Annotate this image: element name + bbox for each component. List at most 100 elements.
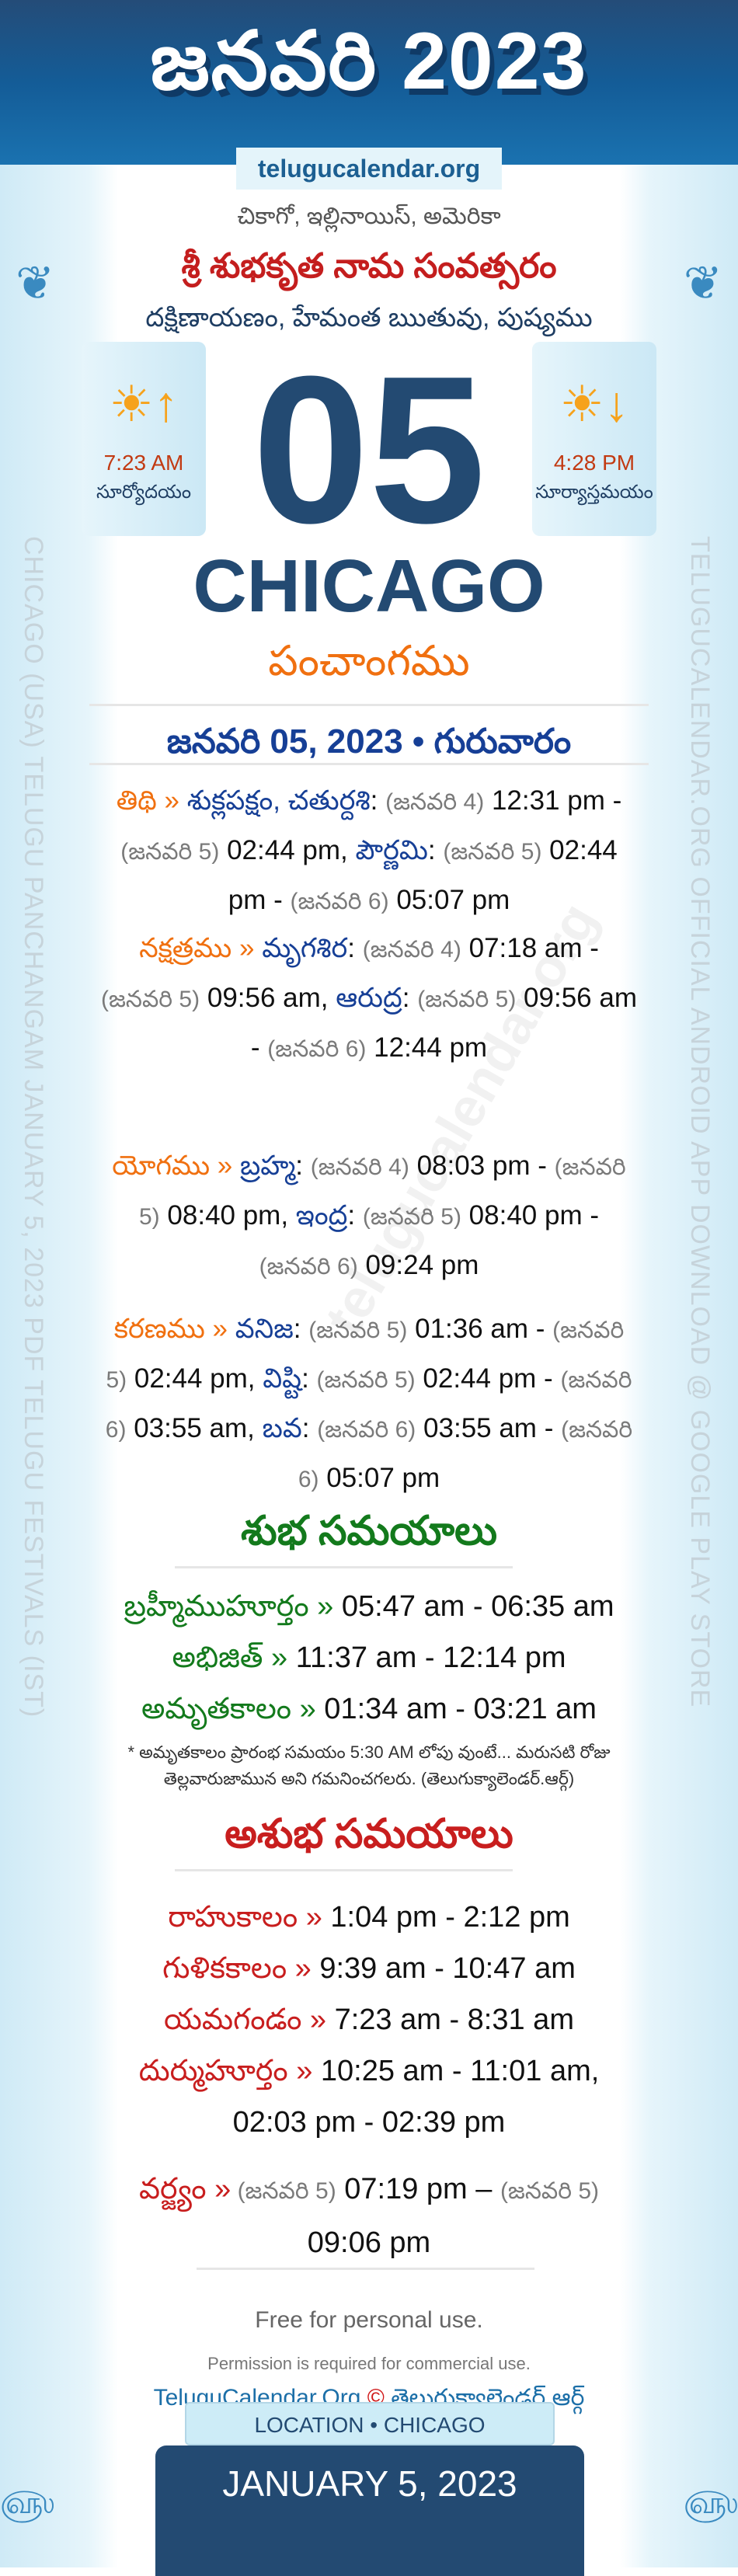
sunset-label: సూర్యాస్తమయం [535,482,653,503]
panchang-time: 09:56 am - [250,983,637,1063]
panchang-date: (జనవరి 5) [443,839,542,865]
panchang-date: (జనవరి 5) [362,1204,461,1230]
site-badge[interactable]: telugucalendar.org [236,148,502,190]
divider [197,2268,534,2270]
ashubha-heading: అశుభ సమయాలు [225,1812,513,1857]
panchang-time: 05:07 pm [319,1463,440,1493]
samvatsaram: శ్రీ శుభకృత నామ సంవత్సరం [181,247,557,285]
panchang-date: (జనవరి 5) [316,1367,416,1393]
varjyam-time: 09:06 pm [307,2226,431,2259]
ornament-swirl-icon: ௵ [0,2486,55,2520]
panchang-name: వనిజ [235,1314,294,1344]
panchang-time: 09:56 am, [200,983,336,1013]
panchang-label: కరణము » [113,1314,228,1344]
panchang-date: (జనవరి 5) [139,1154,626,1230]
divider [89,763,649,765]
panchang-name: బవ [262,1413,302,1443]
panchang-time: 02:44 pm - [228,835,618,915]
ashubha-label: యమగండం » [164,2003,327,2036]
panchang-date: (జనవరి 6) [290,889,389,914]
shubha-time: 05:47 am - 06:35 am [333,1590,614,1623]
panchang-name: మృగశిర [262,933,348,963]
amrutha-note: * అమృతకాలం ప్రారంభ సమయం 5:30 AM లోపు వుం… [127,1742,611,1788]
shubha-item: అభిజిత్ » 11:37 am - 12:14 pm [101,1632,637,1683]
panchang-date: (జనవరి 6) [259,1254,358,1279]
ashubha-time: 10:25 am - 11:01 am, 02:03 pm - 02:39 pm [232,2055,600,2139]
shubha-item: అమృతకాలం » 01:34 am - 03:21 am [101,1683,637,1735]
ashubha-label: గుళికకాలం » [162,1952,312,1985]
shubha-item: బ్రహ్మీముహూర్తం » 05:47 am - 06:35 am [101,1581,637,1632]
panchang-date: (జనవరి 5) [106,1318,625,1393]
side-caption-right: TELUGUCALENDAR.ORG OFFICIAL ANDROID APP … [685,536,715,1708]
panchang-date: (జనవరి 4) [310,1154,409,1180]
city-name: CHICAGO [193,545,545,628]
ashubha-item: యమగండం » 7:23 am - 8:31 am [101,1994,637,2045]
panchang-item: కరణము » వనిజ: (జనవరి 5) 01:36 am - (జనవర… [101,1305,637,1504]
panchang-time: : [370,785,386,816]
divider [175,1566,513,1568]
shubha-section: శుభ సమయాలు బ్రహ్మీముహూర్తం » 05:47 am - … [101,1507,637,1792]
season: దక్షిణాయణం, హేమంత ఋతువు, పుష్యము [145,303,593,332]
panchang-time: 03:55 am, [126,1413,263,1443]
sunrise-label: సూర్యోదయం [96,482,192,503]
panchang-label: యోగము » [112,1150,233,1181]
date-english: JANUARY 5, 2023 [155,2445,584,2576]
ashubha-label: దుర్ముహూర్తం » [138,2055,313,2087]
panchang-time: : [301,1363,317,1394]
panchang-time: 07:18 am - [461,933,599,963]
shubha-label: అమృతకాలం » [141,1693,316,1725]
ashubha-item: దుర్ముహూర్తం » 10:25 am - 11:01 am, 02:0… [101,2045,637,2148]
shubha-heading: శుభ సమయాలు [241,1509,497,1554]
location-tab[interactable]: LOCATION • CHICAGO [185,2402,555,2445]
shubha-label: బ్రహ్మీముహూర్తం » [124,1590,334,1623]
panchang-item: నక్షత్రము » మృగశిర: (జనవరి 4) 07:18 am -… [101,924,637,1074]
ashubha-section: అశుభ సమయాలు రాహుకాలం » 1:04 pm - 2:12 pm… [101,1810,637,2268]
sunset-time: 4:28 PM [553,451,635,475]
panchangam-heading: పంచాంగము [268,638,470,684]
panchang-time: 12:31 pm - [484,785,622,816]
shubha-time: 01:34 am - 03:21 am [315,1693,597,1725]
ashubha-item: గుళికకాలం » 9:39 am - 10:47 am [101,1943,637,1994]
sunrise-icon: ☀↑ [109,376,179,432]
panchang-item: యోగము » బ్రహ్మ: (జనవరి 4) 08:03 pm - (జన… [101,1142,637,1291]
free-use-text: Free for personal use. [255,2307,483,2333]
panchang-name: శుక్లపక్షం, చతుర్దశి [186,785,371,816]
sunrise-box: ☀↑ 7:23 AM సూర్యోదయం [82,342,206,536]
panchang-time: : [293,1314,309,1344]
sunset-icon: ☀↓ [559,376,629,432]
date-line: జనవరి 05, 2023 • గురువారం [166,722,572,761]
panchang-date: (జనవరి 6) [298,1417,633,1492]
panchang-label: నక్షత్రము » [139,933,255,963]
panchang-date: (జనవరి 5) [120,839,220,865]
divider [175,1869,513,1871]
ornament-swirl-icon: ௵ [683,2486,738,2520]
panchang-time: : [347,1200,363,1231]
ornament-corner-icon: ❦ [16,257,55,309]
panchang-date: (జనవరి 5) [417,987,517,1012]
panchang-time: 02:44 pm - [415,1363,561,1394]
varjyam-row: వర్జ్యం » (జనవరి 5) 07:19 pm – (జనవరి 5)… [101,2163,637,2268]
ashubha-time: 7:23 am - 8:31 am [326,2003,574,2036]
sunrise-time: 7:23 AM [103,451,184,475]
ashubha-time: 9:39 am - 10:47 am [311,1952,576,1985]
panchang-time: 02:44 pm, [127,1363,263,1394]
shubha-time: 11:37 am - 12:14 pm [287,1641,566,1674]
ashubha-time: 1:04 pm - 2:12 pm [322,1901,570,1934]
month-title: జనవరి 2023 [150,16,588,106]
panchang-time: : [427,835,444,865]
panchang-time: 08:40 pm, [159,1200,296,1231]
divider [89,704,649,706]
panchang-item: తిథి » శుక్లపక్షం, చతుర్దశి: (జనవరి 4) 1… [101,777,637,926]
panchang-time: 05:07 pm [388,885,510,915]
shubha-label: అభిజిత్ » [172,1641,288,1674]
panchang-time: 02:44 pm, [219,835,356,865]
permission-text: Permission is required for commercial us… [207,2354,531,2373]
panchang-name: విష్టి [263,1363,302,1394]
panchang-time: 08:40 pm - [461,1200,599,1231]
panchang-date: (జనవరి 6) [317,1417,416,1443]
panchang-date: (జనవరి 5) [101,987,200,1012]
header-banner [0,0,738,165]
panchang-time: : [295,1150,311,1181]
panchang-name: ఆరుద్ర [336,983,402,1013]
varjyam-label: వర్జ్యం » [138,2173,231,2205]
